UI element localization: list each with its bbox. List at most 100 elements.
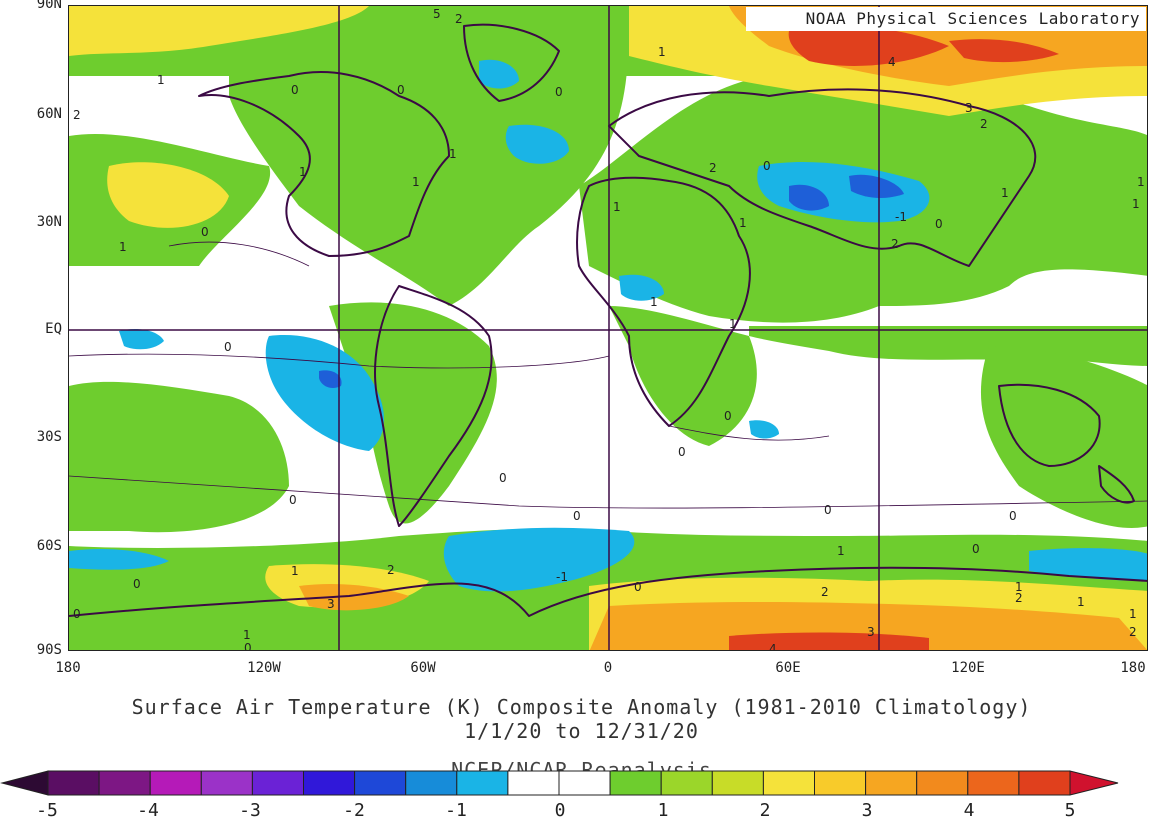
contour-label: 3	[867, 625, 875, 639]
colorbar-label: -4	[137, 800, 159, 821]
contour-label: 3	[327, 597, 335, 611]
colorbar-label: 1	[657, 800, 669, 821]
contour-label: 1	[650, 295, 658, 309]
colorbar-swatch	[456, 770, 509, 796]
contour-label: 0	[224, 340, 232, 354]
contour-label: 0	[724, 409, 732, 423]
colorbar-label: 4	[963, 800, 975, 821]
contour-label: 0	[133, 577, 141, 591]
contour-label: 1	[1077, 595, 1085, 609]
contour-label: 0	[573, 509, 581, 523]
anomaly-fill-cyan	[69, 59, 1147, 592]
colorbar-label: -2	[343, 800, 365, 821]
contour-label: 0	[678, 445, 686, 459]
contour-label: -1	[556, 570, 568, 584]
colorbar-swatch	[149, 770, 202, 796]
coastlines	[69, 23, 1147, 617]
contour-label: 2	[709, 161, 717, 175]
contour-label: 1	[1015, 580, 1023, 594]
colorbar-label: -3	[239, 800, 261, 821]
contour-label: 1	[157, 73, 165, 87]
contour-label: 0	[244, 641, 252, 651]
contour-label: 1	[658, 45, 666, 59]
contour-label: 0	[291, 83, 299, 97]
lat-label-90n: 90N	[36, 0, 62, 12]
colorbar-swatch	[405, 770, 458, 796]
map-gridlines	[69, 6, 1147, 650]
contour-label: 1	[613, 200, 621, 214]
colorbar-swatch	[865, 770, 918, 796]
colorbar-swatch	[303, 770, 356, 796]
contour-label: 2	[455, 12, 463, 26]
contour-label: 0	[1009, 509, 1017, 523]
lon-label-120e: 120E	[951, 660, 985, 676]
title-line-1: Surface Air Temperature (K) Composite An…	[131, 695, 1032, 719]
contour-label: 0	[499, 471, 507, 485]
colorbar-label: 5	[1064, 800, 1076, 821]
colorbar-swatch	[967, 770, 1020, 796]
colorbar-swatch	[47, 770, 100, 796]
contour-label: 3	[965, 101, 973, 115]
map-svg: 5 2 1 1 0 0 0 1 1 1 1 2 2 4 3 2 1 1 0 1 …	[69, 6, 1147, 651]
contour-label: 2	[387, 563, 395, 577]
colorbar-swatch	[609, 770, 662, 796]
lon-label-180e: 180	[1120, 660, 1146, 676]
contour-lines	[69, 241, 1147, 509]
colorbar-swatch	[660, 770, 713, 796]
contour-label: 1	[729, 317, 737, 331]
contour-labels: 5 2 1 1 0 0 0 1 1 1 1 2 2 4 3 2 1 1 0 1 …	[73, 7, 1145, 651]
anomaly-map: 5 2 1 1 0 0 0 1 1 1 1 2 2 4 3 2 1 1 0 1 …	[68, 5, 1148, 651]
colorbar-swatch	[251, 770, 304, 796]
contour-label: 1	[449, 147, 457, 161]
colorbar-swatch	[916, 770, 969, 796]
contour-label: 4	[888, 55, 896, 69]
contour-label: 1	[412, 175, 420, 189]
contour-label: 1	[299, 165, 307, 179]
contour-label: 0	[289, 493, 297, 507]
contour-label: 0	[763, 159, 771, 173]
contour-label: 1	[837, 544, 845, 558]
lon-label-60w: 60W	[410, 660, 436, 676]
contour-label: 1	[1132, 197, 1140, 211]
lon-label-180w: 180	[55, 660, 81, 676]
lat-label-30s: 30S	[36, 429, 62, 445]
lon-label-60e: 60E	[775, 660, 801, 676]
credit-label: NOAA Physical Sciences Laboratory	[745, 7, 1146, 31]
colorbar-label: 2	[759, 800, 771, 821]
contour-label: 2	[73, 108, 81, 122]
colorbar-swatch	[200, 770, 253, 796]
colorbar-swatch	[711, 770, 764, 796]
colorbar-swatch	[814, 770, 867, 796]
lat-label-30n: 30N	[36, 214, 62, 230]
contour-label: 1	[739, 216, 747, 230]
contour-label: 0	[824, 503, 832, 517]
colorbar-label: -1	[445, 800, 467, 821]
contour-label: 5	[433, 7, 441, 21]
contour-label: 1	[119, 240, 127, 254]
contour-label: 1	[1129, 607, 1137, 621]
contour-label: 4	[769, 642, 777, 651]
colorbar-swatch	[98, 770, 151, 796]
colorbar-label: 3	[861, 800, 873, 821]
colorbar-low-cap	[0, 770, 49, 796]
contour-label: -1	[895, 210, 907, 224]
contour-label: 2	[891, 237, 899, 251]
title-line-2: 1/1/20 to 12/31/20	[464, 719, 699, 743]
colorbar-swatch	[354, 770, 407, 796]
contour-label: 2	[821, 585, 829, 599]
colorbar-swatch	[507, 770, 560, 796]
contour-label: 1	[243, 628, 251, 642]
colorbar-swatch	[1018, 770, 1071, 796]
colorbar-label: -5	[36, 800, 58, 821]
lat-label-60n: 60N	[36, 106, 62, 122]
lat-label-eq: EQ	[45, 321, 62, 337]
contour-label: 0	[935, 217, 943, 231]
anomaly-fill-blue	[319, 174, 904, 389]
lat-label-60s: 60S	[36, 538, 62, 554]
contour-label: 0	[634, 580, 642, 594]
contour-label: 0	[201, 225, 209, 239]
contour-label: 0	[73, 607, 81, 621]
contour-label: 2	[1129, 625, 1137, 639]
colorbar-label: 0	[554, 800, 566, 821]
contour-label: 1	[1137, 175, 1145, 189]
